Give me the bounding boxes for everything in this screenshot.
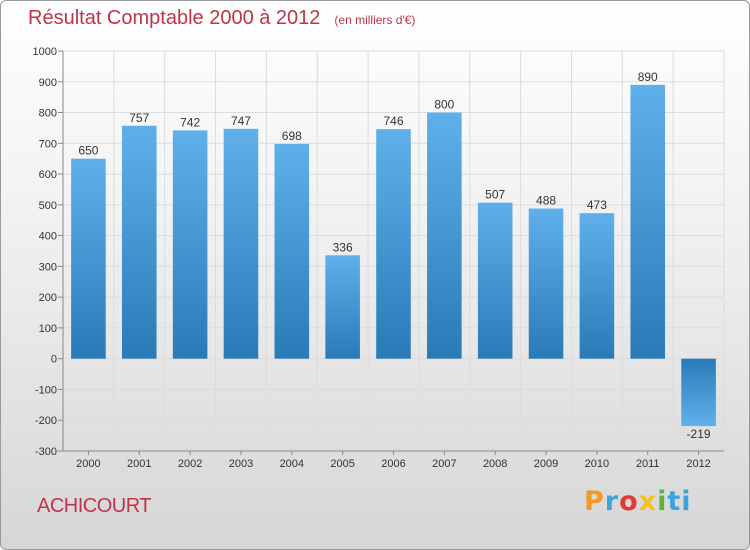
y-tick-label: 800	[39, 108, 57, 120]
data-label: 890	[638, 70, 658, 84]
x-tick-label: 2000	[76, 458, 100, 470]
bar	[172, 130, 208, 359]
x-tick-label: 2002	[178, 458, 202, 470]
bar	[528, 208, 564, 359]
brand-letter: x	[638, 486, 658, 517]
x-tick-label: 2008	[483, 458, 507, 470]
y-tick-label: 600	[39, 169, 57, 181]
y-tick-label: -200	[35, 415, 57, 427]
brand-letter: o	[619, 486, 639, 517]
y-tick-label: 100	[39, 323, 57, 335]
data-label: 473	[587, 198, 607, 212]
data-label: 507	[485, 188, 505, 202]
y-tick-label: 500	[39, 200, 57, 212]
x-tick-label: 2010	[585, 458, 609, 470]
y-tick-label: 1000	[33, 46, 57, 58]
x-tick-label: 2004	[280, 458, 304, 470]
x-tick-label: 2007	[432, 458, 456, 470]
x-tick-label: 2005	[330, 458, 354, 470]
y-tick-label: -300	[35, 446, 57, 458]
bar	[630, 84, 666, 359]
bar	[325, 255, 360, 359]
x-tick-label: 2006	[381, 458, 405, 470]
brand-letter: i	[657, 486, 668, 517]
data-label: -219	[687, 427, 711, 441]
data-label: 336	[333, 240, 353, 254]
data-label: 488	[536, 194, 556, 208]
brand-logo: Proxiti	[584, 486, 692, 517]
data-label: 650	[78, 144, 98, 158]
y-tick-label: 900	[39, 77, 57, 89]
data-label: 747	[231, 114, 251, 128]
x-tick-label: 2003	[229, 458, 253, 470]
bar	[71, 158, 106, 359]
y-tick-label: 300	[39, 261, 57, 273]
y-tick-label: 0	[51, 354, 57, 366]
brand-letter: r	[604, 486, 620, 517]
y-tick-label: -100	[35, 384, 57, 396]
bar	[427, 112, 462, 359]
x-tick-label: 2011	[636, 458, 660, 470]
data-label: 698	[282, 129, 302, 143]
bar	[477, 202, 513, 359]
bar	[223, 128, 259, 359]
title-row: Résultat Comptable 2000 à 2012 (en milli…	[28, 7, 415, 30]
commune-name: ACHICOURT	[37, 495, 152, 517]
bar	[376, 129, 411, 359]
chart-unit-note: (en milliers d'€)	[334, 13, 416, 27]
y-tick-label: 200	[39, 292, 57, 304]
x-tick-label: 2012	[686, 458, 710, 470]
bar	[274, 143, 310, 359]
bar	[579, 213, 615, 359]
data-label: 742	[180, 115, 200, 129]
brand-letter: ti	[667, 486, 692, 517]
data-label: 746	[383, 114, 403, 128]
chart-title: Résultat Comptable 2000 à 2012	[28, 7, 321, 29]
data-label: 800	[434, 98, 454, 112]
y-tick-label: 700	[39, 138, 57, 150]
bar	[681, 358, 716, 427]
brand-letter: P	[584, 486, 605, 517]
data-label: 757	[129, 111, 149, 125]
bar	[121, 125, 157, 359]
x-tick-label: 2001	[127, 458, 151, 470]
y-tick-label: 400	[39, 231, 57, 243]
x-tick-label: 2009	[534, 458, 558, 470]
